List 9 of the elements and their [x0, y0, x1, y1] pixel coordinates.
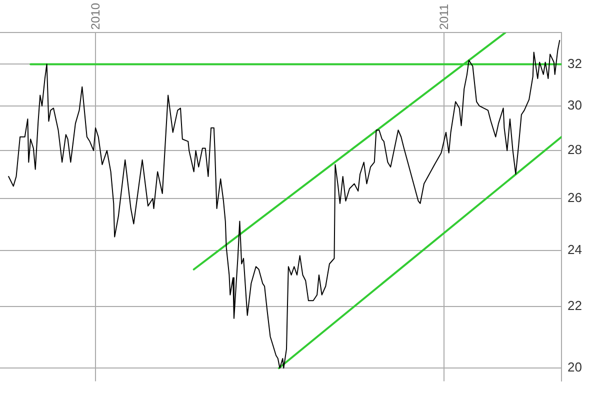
x-tick-label: 2010 [88, 2, 102, 30]
y-tick-label: 32 [568, 56, 582, 71]
y-tick-label: 26 [568, 190, 582, 206]
y-tick-label: 22 [568, 298, 582, 314]
x-tick-label: 2011 [436, 4, 451, 30]
y-tick-label: 20 [568, 360, 582, 375]
y-tick-label: 24 [568, 242, 582, 257]
y-tick-label: 28 [568, 142, 582, 158]
y-tick-label: 30 [568, 98, 582, 113]
